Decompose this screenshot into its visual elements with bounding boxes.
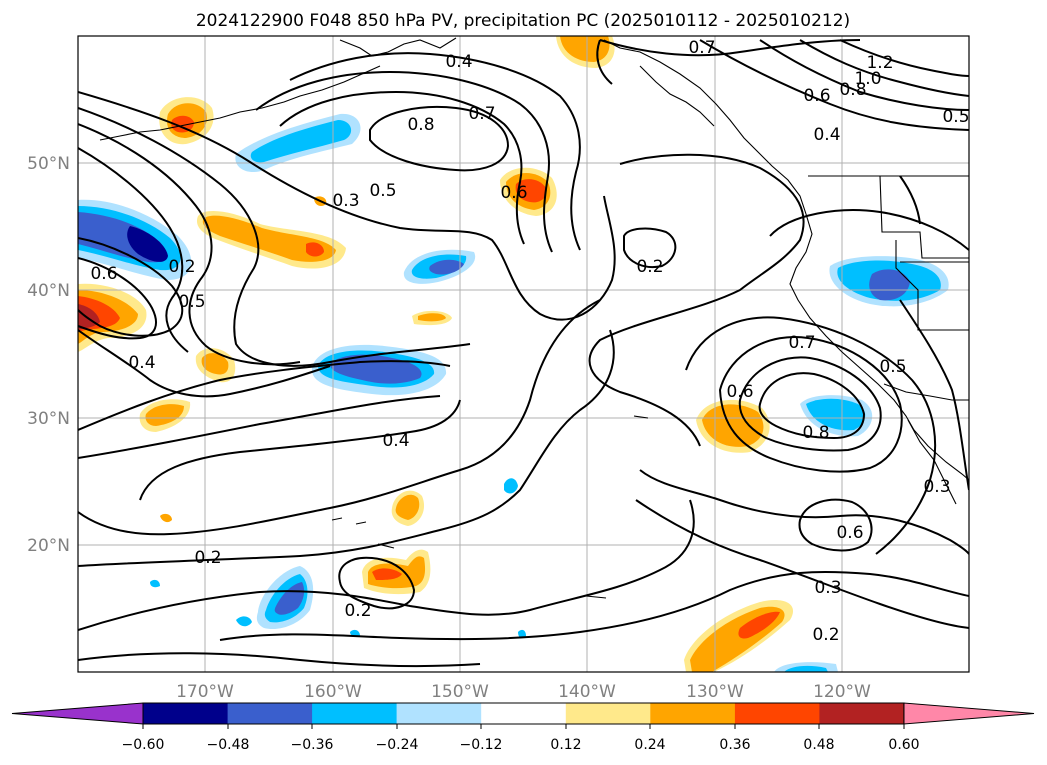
pv-label: 0.2: [194, 548, 221, 568]
pv-label: 0.2: [168, 257, 195, 277]
pv-label: 0.4: [382, 431, 409, 451]
pv-label: 0.5: [369, 181, 396, 201]
colorbar-segment: [565, 703, 651, 724]
pv-contour-labels: 0.4 0.7 1.2 1.0 0.6 0.8 0.4 0.5 0.8 0.7 …: [90, 38, 969, 645]
colorbar-label: −0.36: [291, 737, 334, 753]
pv-label: 0.3: [332, 191, 359, 211]
colorbar-segment: [396, 703, 482, 724]
pv-label: 0.3: [923, 477, 950, 497]
pv-label: 1.0: [854, 69, 881, 89]
longitude-labels: 170°W 160°W 150°W 140°W 130°W 120°W: [176, 682, 871, 702]
colorbar-segment: [650, 703, 736, 724]
figure-title: 2024122900 F048 850 hPa PV, precipitatio…: [196, 11, 850, 31]
pv-label: 0.4: [445, 52, 472, 72]
pv-label: 0.2: [812, 625, 839, 645]
pv-label: 0.8: [407, 115, 434, 135]
lon-label-150w: 150°W: [431, 682, 489, 702]
colorbar-ticks: [142, 724, 905, 729]
pv-label: 0.6: [726, 382, 753, 402]
map-panel: 0.4 0.7 1.2 1.0 0.6 0.8 0.4 0.5 0.8 0.7 …: [77, 35, 970, 673]
colorbar-label: 0.24: [634, 737, 665, 753]
pv-label: 0.6: [500, 183, 527, 203]
colorbar-segments: [11, 702, 1035, 725]
colorbar-segment: [312, 703, 398, 724]
pv-label: 0.7: [788, 333, 815, 353]
pv-label: 0.3: [814, 578, 841, 598]
pv-contours: [78, 39, 969, 668]
map-frame: [77, 35, 970, 673]
lat-label-30n: 30°N: [27, 409, 70, 429]
pv-label: 0.4: [813, 125, 840, 145]
colorbar-label: 0.60: [888, 737, 919, 753]
pv-label: 0.7: [468, 104, 495, 124]
colorbar-label: −0.24: [376, 737, 419, 753]
pv-label: 0.5: [942, 107, 969, 127]
colorbar-segment: [227, 703, 313, 724]
pv-label: 1.2: [866, 53, 893, 73]
pv-label: 0.7: [688, 38, 715, 58]
lon-label-160w: 160°W: [304, 682, 362, 702]
colorbar-segment: [734, 703, 820, 724]
pv-label: 0.6: [836, 523, 863, 543]
colorbar-label: −0.48: [207, 737, 250, 753]
lon-label-130w: 130°W: [686, 682, 744, 702]
pv-label: 0.5: [178, 292, 205, 312]
pv-label: 0.5: [879, 357, 906, 377]
coastlines: [99, 37, 969, 599]
lat-label-40n: 40°N: [27, 281, 70, 301]
colorbar-label: 0.48: [803, 737, 834, 753]
lon-label-120w: 120°W: [813, 682, 871, 702]
colorbar-label: −0.60: [122, 737, 165, 753]
lon-label-140w: 140°W: [558, 682, 616, 702]
pv-label: 0.2: [344, 601, 371, 621]
colorbar-segment: [819, 703, 905, 724]
colorbar-segment: [481, 703, 567, 724]
colorbar: −0.60 −0.48 −0.36 −0.24 −0.12 0.12 0.24 …: [11, 702, 1035, 753]
colorbar-label: 0.12: [550, 737, 581, 753]
pv-label: 0.8: [839, 80, 866, 100]
pv-label: 0.8: [802, 423, 829, 443]
colorbar-segment: [143, 703, 228, 724]
colorbar-extend-high: [903, 702, 1035, 725]
lon-label-170w: 170°W: [176, 682, 234, 702]
lat-label-50n: 50°N: [27, 154, 70, 174]
pv-label: 0.2: [636, 257, 663, 277]
colorbar-label: 0.36: [719, 737, 750, 753]
precipitation-shading: [78, 36, 949, 672]
lat-label-20n: 20°N: [27, 536, 70, 556]
latitude-labels: 50°N 40°N 30°N 20°N: [27, 154, 70, 556]
gridlines: [78, 36, 969, 672]
pv-label: 0.6: [90, 264, 117, 284]
colorbar-frame: [142, 702, 905, 725]
pv-label: 0.4: [128, 353, 155, 373]
colorbar-label: −0.12: [460, 737, 503, 753]
colorbar-labels: −0.60 −0.48 −0.36 −0.24 −0.12 0.12 0.24 …: [122, 737, 920, 753]
colorbar-extend-low: [11, 702, 144, 725]
pv-label: 0.6: [803, 86, 830, 106]
